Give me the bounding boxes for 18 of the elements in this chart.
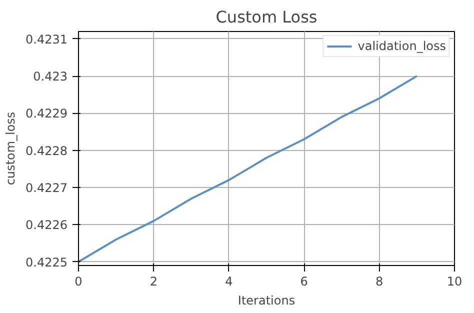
y-tick-label: 0.4226	[26, 218, 68, 232]
x-tick-label: 2	[150, 274, 158, 288]
y-tick-label: 0.4231	[26, 32, 68, 46]
line-series	[78, 75, 418, 263]
y-tick-label: 0.4227	[26, 181, 68, 195]
y-tick-label: 0.423	[33, 70, 68, 84]
x-tick-label: 0	[74, 274, 82, 288]
x-axis-title: Iterations	[238, 294, 296, 308]
x-tick-label: 8	[375, 274, 384, 288]
x-tick-label: 6	[300, 274, 308, 288]
chart-title: Custom Loss	[216, 8, 318, 26]
y-tick-label: 0.4225	[26, 255, 68, 270]
y-axis-title: custom_loss	[4, 112, 18, 186]
legend-label: validation_loss	[358, 39, 446, 53]
y-tick-label: 0.4228	[26, 144, 68, 158]
x-tick-label: 4	[225, 274, 233, 288]
y-tick-label: 0.4229	[26, 106, 68, 121]
x-tick-label: 10	[446, 274, 462, 288]
